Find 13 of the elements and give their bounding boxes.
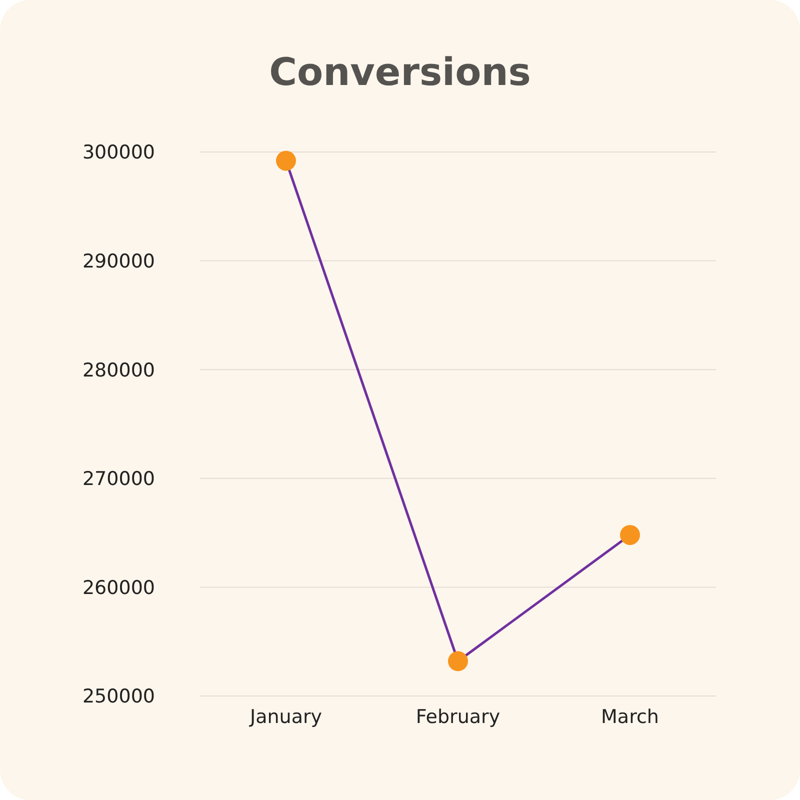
y-tick-label: 290000	[82, 250, 155, 272]
y-tick-label: 280000	[82, 359, 155, 382]
y-tick-label: 250000	[82, 686, 155, 708]
x-tick-label: March	[601, 706, 659, 728]
point	[448, 651, 468, 672]
point	[276, 150, 296, 171]
y-tick-label: 260000	[82, 576, 155, 599]
x-tick-label: February	[416, 706, 500, 728]
chart-title: Conversions	[269, 50, 531, 94]
x-tick-label: January	[248, 706, 322, 728]
y-tick-label: 300000	[82, 142, 155, 164]
point	[620, 524, 640, 545]
y-tick-label: 270000	[82, 468, 155, 490]
